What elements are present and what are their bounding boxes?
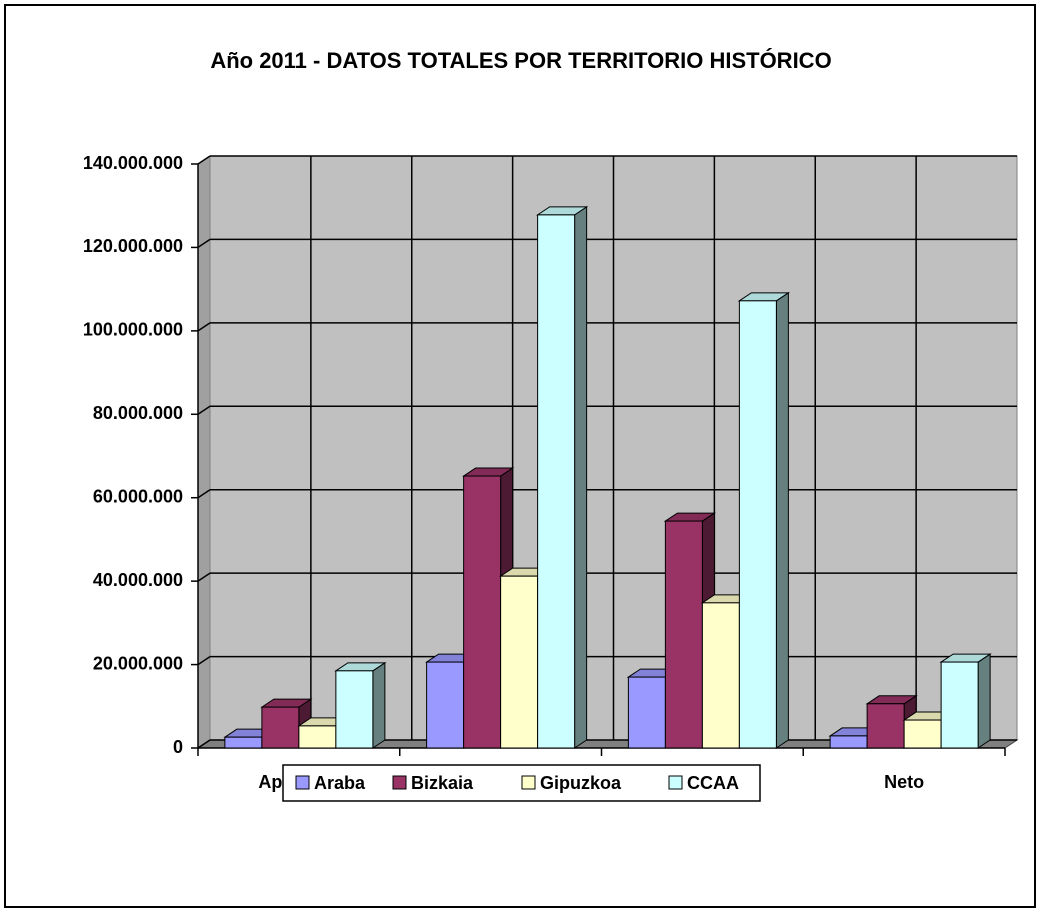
bar [335,670,374,749]
bar [664,520,703,749]
bar [829,735,868,749]
grid-line [197,572,211,582]
legend-label: CCAA [687,773,739,793]
grid-line [197,238,211,249]
bar-side [977,653,991,749]
grid-line [197,739,211,749]
bar-side [372,661,386,749]
y-tick-label: 140.000.000 [83,153,183,173]
bar [940,661,979,749]
bar [463,475,502,749]
grid-line [197,155,211,165]
legend-swatch [392,775,407,790]
y-tick-label: 40.000.000 [93,570,183,590]
bar [903,719,942,749]
side-wall [197,155,211,749]
y-tick-label: 20.000.000 [93,653,183,673]
bar [537,214,576,749]
y-tick-label: 60.000.000 [93,486,183,506]
y-tick-label: 100.000.000 [83,320,183,340]
grid-line [197,322,211,332]
bar [627,676,666,749]
bar [224,736,263,749]
grid-line [197,655,211,666]
x-tick-label: Neto [884,772,924,792]
legend-label: Araba [314,773,366,793]
bar [426,661,465,749]
bar [738,300,777,749]
bar-side [574,205,588,749]
bar [701,602,740,749]
bar [298,725,337,749]
grid-line [197,405,211,415]
bar-side [775,291,789,749]
bar [261,706,300,749]
y-tick-label: 0 [173,737,183,757]
bar [500,575,539,749]
legend-label: Bizkaia [411,773,474,793]
y-tick-label: 80.000.000 [93,403,183,423]
y-tick-label: 120.000.000 [83,236,183,256]
chart-title: Año 2011 - DATOS TOTALES POR TERRITORIO … [210,48,831,73]
bar [866,703,905,749]
legend-swatch [668,775,683,790]
grid-line [197,489,211,499]
legend-swatch [521,775,536,790]
legend-label: Gipuzkoa [540,773,622,793]
legend-swatch [295,775,310,790]
